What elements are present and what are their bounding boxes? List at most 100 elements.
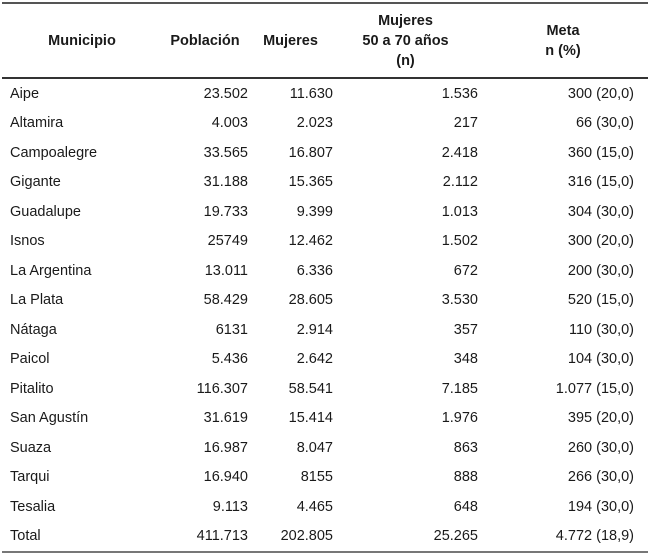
header-meta: Meta n (%) bbox=[545, 22, 581, 59]
cell-mujeres: 15.414 bbox=[288, 410, 333, 427]
cell-municipio: Guadalupe bbox=[10, 203, 81, 220]
cell-mujeres-50-70: 3.530 bbox=[441, 292, 478, 309]
cell-meta: 200 (30,0) bbox=[567, 262, 634, 279]
cell-mujeres: 11.630 bbox=[289, 85, 333, 102]
cell-poblacion: 16.940 bbox=[203, 469, 248, 486]
table-row: La Argentina 13.011 6.336 672 200 (30,0) bbox=[2, 256, 648, 286]
table-row: Guadalupe 19.733 9.399 1.013 304 (30,0) bbox=[2, 197, 648, 227]
cell-municipio: Altamira bbox=[10, 115, 64, 132]
cell-municipio: Tarqui bbox=[10, 469, 50, 486]
cell-mujeres-50-70: 648 bbox=[453, 498, 478, 515]
header-poblacion: Población bbox=[170, 32, 240, 49]
table-row: Tarqui 16.940 8155 888 266 (30,0) bbox=[2, 463, 648, 493]
cell-mujeres-50-70: 2.418 bbox=[441, 144, 478, 161]
total-row: Total 411.713 202.805 25.265 4.772 (18,9) bbox=[2, 522, 648, 552]
cell-mujeres-50-70: 863 bbox=[453, 439, 478, 456]
cell-municipio: Pitalito bbox=[10, 380, 54, 397]
cell-mujeres: 2.023 bbox=[296, 115, 333, 132]
cell-meta: 300 (20,0) bbox=[567, 85, 634, 102]
cell-poblacion: 31.188 bbox=[203, 174, 248, 191]
cell-mujeres-50-70: 1.013 bbox=[441, 203, 478, 220]
cell-mujeres: 9.399 bbox=[296, 203, 333, 220]
cell-municipio: Aipe bbox=[10, 85, 40, 102]
table-row: Pitalito 116.307 58.541 7.185 1.077 (15,0) bbox=[2, 374, 648, 404]
cell-poblacion: 116.307 bbox=[196, 380, 248, 397]
cell-mujeres: 2.642 bbox=[296, 351, 333, 368]
cell-meta: 104 (30,0) bbox=[567, 351, 634, 368]
table-row: Tesalia 9.113 4.465 648 194 (30,0) bbox=[2, 492, 648, 522]
cell-poblacion: 25749 bbox=[207, 233, 248, 250]
cell-mujeres-50-70: 1.976 bbox=[441, 410, 478, 427]
cell-mujeres: 58.541 bbox=[288, 380, 333, 397]
cell-poblacion: 411.713 bbox=[196, 528, 248, 545]
cell-meta: 360 (15,0) bbox=[567, 144, 634, 161]
cell-municipio: Tesalia bbox=[10, 498, 56, 515]
cell-meta: 304 (30,0) bbox=[567, 203, 634, 220]
cell-meta: 316 (15,0) bbox=[567, 174, 634, 191]
cell-mujeres: 202.805 bbox=[280, 528, 333, 545]
cell-mujeres-50-70: 1.502 bbox=[441, 233, 478, 250]
cell-municipio: La Plata bbox=[10, 292, 64, 309]
cell-meta: 395 (20,0) bbox=[567, 410, 634, 427]
cell-mujeres-50-70: 357 bbox=[453, 321, 478, 338]
cell-mujeres-50-70: 2.112 bbox=[442, 174, 478, 191]
cell-municipio: La Argentina bbox=[10, 262, 92, 279]
header-mujeres-50-70: Mujeres 50 a 70 años (n) bbox=[362, 12, 449, 69]
cell-mujeres-50-70: 1.536 bbox=[441, 85, 478, 102]
cell-mujeres: 4.465 bbox=[296, 498, 333, 515]
cell-municipio: Nátaga bbox=[10, 321, 57, 338]
table-body: Aipe 23.502 11.630 1.536 300 (20,0) Altamira 4… bbox=[2, 78, 648, 552]
cell-poblacion: 23.502 bbox=[203, 85, 248, 102]
table-row: La Plata 58.429 28.605 3.530 520 (15,0) bbox=[2, 286, 648, 316]
cell-meta: 266 (30,0) bbox=[567, 469, 634, 486]
table-header: Municipio Población Mujeres Mujeres 50 a… bbox=[2, 3, 648, 78]
table-row: Aipe 23.502 11.630 1.536 300 (20,0) bbox=[2, 78, 648, 109]
header-mujeres: Mujeres bbox=[263, 32, 318, 49]
table-row: Campoalegre 33.565 16.807 2.418 360 (15,0) bbox=[2, 138, 648, 168]
cell-poblacion: 16.987 bbox=[203, 439, 248, 456]
cell-mujeres-50-70: 7.185 bbox=[441, 380, 478, 397]
cell-mujeres: 28.605 bbox=[288, 292, 333, 309]
cell-mujeres: 15.365 bbox=[288, 174, 333, 191]
cell-poblacion: 19.733 bbox=[203, 203, 248, 220]
cell-poblacion: 13.011 bbox=[204, 262, 248, 279]
cell-meta: 260 (30,0) bbox=[567, 439, 634, 456]
cell-poblacion: 6131 bbox=[215, 321, 248, 338]
cell-mujeres: 12.462 bbox=[288, 233, 333, 250]
cell-mujeres: 2.914 bbox=[296, 321, 333, 338]
header-row: Municipio Población Mujeres Mujeres 50 a… bbox=[2, 3, 648, 78]
cell-meta: 66 (30,0) bbox=[575, 115, 634, 132]
cell-meta: 4.772 (18,9) bbox=[555, 528, 634, 545]
cell-municipio: San Agustín bbox=[10, 410, 89, 427]
cell-municipio: Suaza bbox=[10, 439, 52, 456]
table-row: Gigante 31.188 15.365 2.112 316 (15,0) bbox=[2, 168, 648, 198]
cell-mujeres-50-70: 348 bbox=[453, 351, 478, 368]
cell-meta: 520 (15,0) bbox=[567, 292, 634, 309]
cell-mujeres: 6.336 bbox=[296, 262, 333, 279]
table-row: Nátaga 6131 2.914 357 110 (30,0) bbox=[2, 315, 648, 345]
table-row: Isnos 25749 12.462 1.502 300 (20,0) bbox=[2, 227, 648, 257]
cell-mujeres-50-70: 217 bbox=[453, 115, 478, 132]
cell-mujeres-50-70: 25.265 bbox=[433, 528, 478, 545]
table-row: San Agustín 31.619 15.414 1.976 395 (20,0) bbox=[2, 404, 648, 434]
cell-meta: 110 (30,0) bbox=[568, 321, 634, 338]
table-row: Suaza 16.987 8.047 863 260 (30,0) bbox=[2, 433, 648, 463]
cell-mujeres: 8.047 bbox=[296, 439, 333, 456]
cell-poblacion: 4.003 bbox=[211, 115, 248, 132]
cell-municipio: Campoalegre bbox=[10, 144, 98, 161]
table-row: Altamira 4.003 2.023 217 66 (30,0) bbox=[2, 109, 648, 139]
cell-meta: 300 (20,0) bbox=[567, 233, 634, 250]
cell-municipio: Isnos bbox=[10, 233, 45, 250]
cell-mujeres-50-70: 888 bbox=[453, 469, 478, 486]
cell-mujeres: 8155 bbox=[300, 469, 333, 486]
cell-meta: 1.077 (15,0) bbox=[555, 380, 634, 397]
cell-mujeres-50-70: 672 bbox=[453, 262, 478, 279]
table-row: Paicol 5.436 2.642 348 104 (30,0) bbox=[2, 345, 648, 375]
cell-municipio: Gigante bbox=[10, 174, 61, 191]
cell-poblacion: 31.619 bbox=[203, 410, 248, 427]
cell-municipio: Paicol bbox=[10, 351, 50, 368]
cell-poblacion: 33.565 bbox=[203, 144, 248, 161]
cell-poblacion: 58.429 bbox=[203, 292, 248, 309]
